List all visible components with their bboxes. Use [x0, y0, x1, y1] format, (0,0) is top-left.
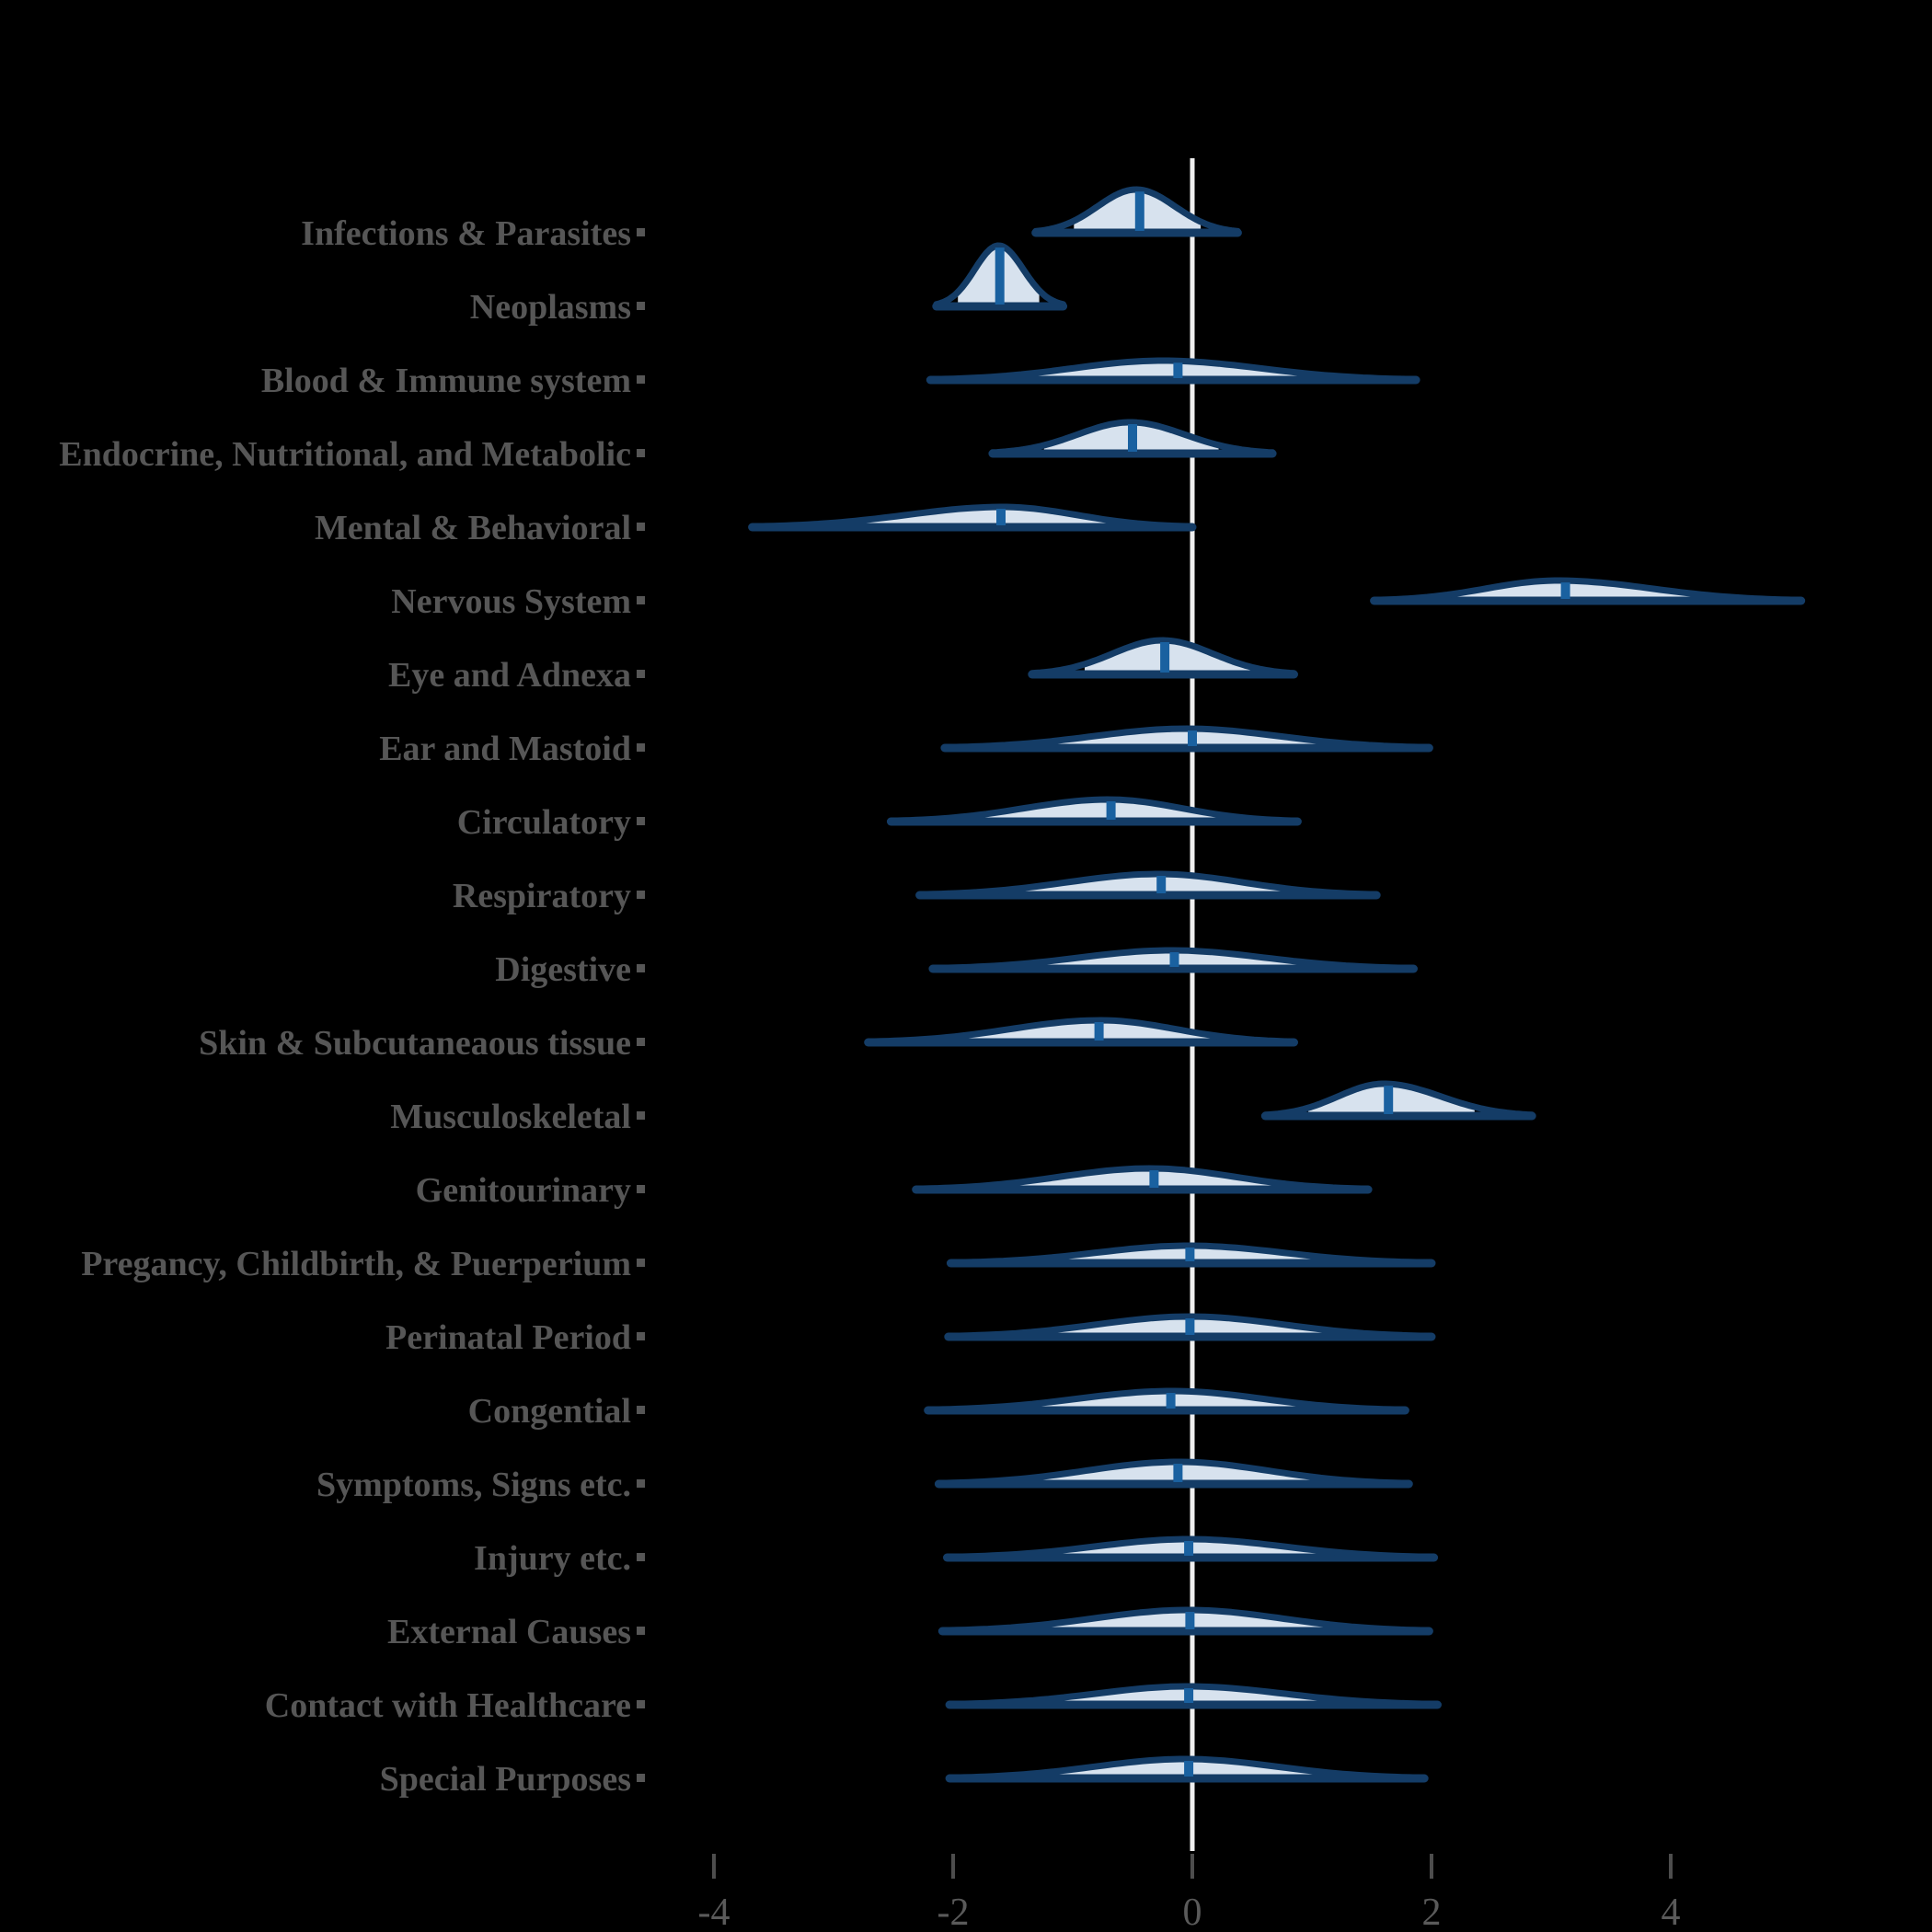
category-label-special-purposes: Special Purposes — [380, 1760, 631, 1799]
category-label-skin-subcutaneaous-tissue: Skin & Subcutaneaous tissue — [199, 1024, 631, 1063]
y-axis-tick-square-symptoms-signs-etc — [637, 1479, 645, 1488]
violin-interval-fill-circulatory — [973, 799, 1232, 822]
category-label-injury-etc: Injury etc. — [474, 1539, 631, 1578]
y-axis-tick-square-injury-etc — [637, 1553, 645, 1561]
violin-outline-congential — [925, 1387, 1409, 1413]
category-label-pregancy-childbirth-puerperium: Pregancy, Childbirth, & Puerperium — [81, 1245, 631, 1283]
y-axis-tick-square-endocrine-nutritional-and-metabolic — [637, 449, 645, 457]
violin-outline-mental-behavioral — [749, 503, 1196, 530]
violin-outline-musculoskeletal — [1261, 1080, 1535, 1119]
violin-outline-special-purposes — [946, 1755, 1428, 1781]
violin-outline-skin-subcutaneaous-tissue — [865, 1017, 1297, 1045]
category-label-perinatal-period: Perinatal Period — [385, 1318, 631, 1357]
category-label-blood-immune-system: Blood & Immune system — [261, 362, 631, 400]
violin-outline-ear-and-mastoid — [941, 725, 1432, 751]
y-axis-tick-square-infections-parasites — [637, 228, 645, 236]
category-label-congential: Congential — [468, 1392, 631, 1431]
y-axis-tick-square-ear-and-mastoid — [637, 743, 645, 752]
category-label-mental-behavioral: Mental & Behavioral — [315, 509, 631, 547]
category-label-infections-parasites: Infections & Parasites — [301, 214, 631, 253]
y-axis-tick-square-congential — [637, 1406, 645, 1414]
category-label-endocrine-nutritional-and-metabolic: Endocrine, Nutritional, and Metabolic — [59, 435, 631, 474]
y-axis-tick-square-circulatory — [637, 817, 645, 825]
y-axis-tick-square-musculoskeletal — [637, 1111, 645, 1120]
violin-outline-infections-parasites — [1032, 186, 1241, 235]
category-label-eye-and-adnexa: Eye and Adnexa — [388, 656, 631, 695]
category-label-nervous-system: Nervous System — [391, 582, 631, 621]
category-label-digestive: Digestive — [495, 950, 631, 989]
y-axis-tick-square-contact-with-healthcare — [637, 1700, 645, 1708]
y-axis-tick-square-mental-behavioral — [637, 523, 645, 531]
violin-outline-external-causes — [938, 1606, 1432, 1634]
category-label-ear-and-mastoid: Ear and Mastoid — [379, 730, 631, 768]
x-axis-tick-label-4: 4 — [1662, 1892, 1681, 1932]
violin-outline-contact-with-healthcare — [946, 1683, 1441, 1708]
violin-outline-perinatal-period — [945, 1313, 1435, 1340]
violin-outline-endocrine-nutritional-and-metabolic — [989, 419, 1276, 456]
violin-outline-symptoms-signs-etc — [935, 1458, 1412, 1487]
violin-interval-fill-respiratory — [1015, 874, 1294, 895]
violin-interval-fill-skin-subcutaneaous-tissue — [960, 1020, 1228, 1042]
y-axis-tick-square-pregancy-childbirth-puerperium — [637, 1259, 645, 1267]
category-label-genitourinary: Genitourinary — [416, 1171, 631, 1210]
x-axis-tick-label-0: 0 — [1183, 1892, 1202, 1932]
category-label-symptoms-signs-etc: Symptoms, Signs etc. — [316, 1466, 631, 1504]
violin-outline-respiratory — [916, 870, 1380, 898]
y-axis-tick-square-blood-immune-system — [637, 375, 645, 384]
violin-outline-eye-and-adnexa — [1029, 637, 1297, 677]
category-label-musculoskeletal: Musculoskeletal — [390, 1098, 631, 1136]
y-axis-tick-square-neoplasms — [637, 302, 645, 310]
x-axis-tick-label-2: 2 — [1422, 1892, 1442, 1932]
category-label-neoplasms: Neoplasms — [470, 288, 631, 327]
y-axis-tick-square-special-purposes — [637, 1774, 645, 1782]
y-axis-tick-square-skin-subcutaneaous-tissue — [637, 1038, 645, 1046]
y-axis-tick-square-digestive — [637, 964, 645, 972]
violin-interval-fill-genitourinary — [1003, 1168, 1291, 1190]
x-axis-tick-label--2: -2 — [937, 1892, 970, 1932]
violin-outline-blood-immune-system — [926, 357, 1420, 383]
violin-outline-nervous-system — [1371, 577, 1805, 604]
violin-outline-circulatory — [887, 796, 1301, 824]
violin-outline-neoplasms — [933, 242, 1067, 308]
y-axis-tick-square-perinatal-period — [637, 1332, 645, 1340]
violin-interval-fill-special-purposes — [1027, 1759, 1341, 1778]
y-axis-tick-square-nervous-system — [637, 596, 645, 604]
violin-outline-genitourinary — [913, 1165, 1372, 1192]
category-label-contact-with-healthcare: Contact with Healthcare — [265, 1686, 631, 1725]
category-label-respiratory: Respiratory — [453, 877, 631, 915]
violin-outline-pregancy-childbirth-puerperium — [947, 1242, 1435, 1266]
y-axis-tick-square-genitourinary — [637, 1185, 645, 1193]
category-label-circulatory: Circulatory — [457, 803, 631, 842]
y-axis-tick-square-respiratory — [637, 891, 645, 899]
category-label-external-causes: External Causes — [387, 1613, 631, 1651]
violin-outline-injury-etc — [944, 1535, 1438, 1560]
x-axis-tick-label--4: -4 — [698, 1892, 730, 1932]
y-axis-tick-square-external-causes — [637, 1627, 645, 1635]
y-axis-tick-square-eye-and-adnexa — [637, 670, 645, 678]
violin-outline-digestive — [929, 947, 1417, 972]
